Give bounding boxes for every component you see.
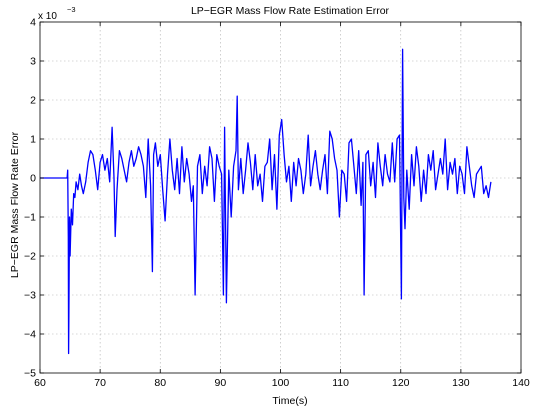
x-tick-label: 90 — [215, 377, 227, 389]
exponent-label: x 10 −3 — [38, 5, 76, 22]
x-axis-label: Time(s) — [272, 395, 307, 407]
tick-layer: 60 70 80 90 100 110 120 130 140 −5 −4 −3 −2 −1 0 1 2 3 4 — [24, 17, 530, 390]
x-tick-label: 110 — [332, 377, 349, 389]
x-tick-label: 140 — [512, 377, 530, 389]
series-layer — [40, 48, 492, 355]
series-line — [40, 48, 492, 355]
x-tick-label: 70 — [94, 377, 106, 389]
y-tick-label: −1 — [24, 212, 36, 224]
y-tick-label: 2 — [30, 95, 36, 107]
x-tick-label: 80 — [154, 377, 166, 389]
y-tick-label: 3 — [30, 56, 36, 68]
exponent-base: x 10 — [38, 11, 57, 22]
y-tick-label: 4 — [30, 17, 36, 29]
y-tick-label: 0 — [30, 173, 36, 185]
exponent-power: −3 — [67, 5, 76, 14]
x-tick-label: 100 — [272, 377, 290, 389]
x-tick-label: 60 — [34, 377, 46, 389]
x-tick-label: 120 — [392, 377, 410, 389]
y-tick-label: −5 — [24, 368, 36, 380]
chart-title: LP−EGR Mass Flow Rate Estimation Error — [191, 5, 390, 17]
y-tick-label: 1 — [30, 134, 36, 146]
y-axis-label: LP−EGR Mass Flow Rate Error — [9, 131, 21, 278]
y-tick-label: −2 — [24, 251, 36, 263]
grid-layer — [40, 22, 521, 373]
y-tick-label: −4 — [24, 329, 36, 341]
y-tick-label: −3 — [24, 290, 36, 302]
x-tick-label: 130 — [452, 377, 470, 389]
